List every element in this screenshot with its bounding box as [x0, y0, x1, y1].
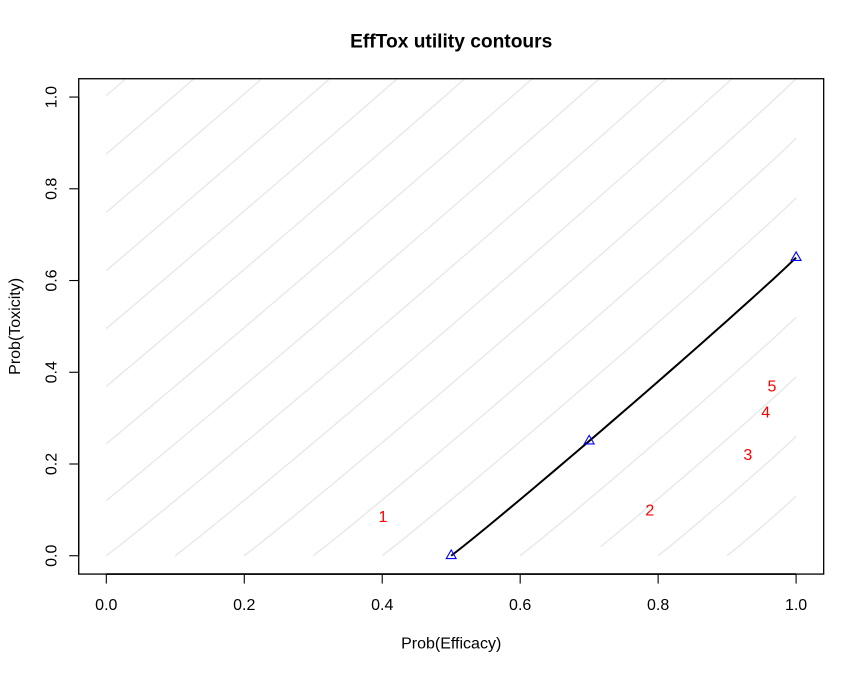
- svg-text:4: 4: [761, 405, 770, 422]
- svg-text:0.8: 0.8: [647, 597, 669, 614]
- svg-text:1: 1: [378, 509, 387, 526]
- svg-text:Prob(Efficacy): Prob(Efficacy): [401, 636, 501, 653]
- svg-text:Prob(Toxicity): Prob(Toxicity): [7, 278, 24, 375]
- svg-text:0.8: 0.8: [43, 178, 60, 200]
- svg-text:0.6: 0.6: [43, 269, 60, 291]
- svg-text:2: 2: [645, 503, 654, 520]
- svg-text:0.4: 0.4: [43, 361, 60, 383]
- svg-text:1.0: 1.0: [43, 86, 60, 108]
- svg-text:0.4: 0.4: [371, 597, 393, 614]
- svg-text:5: 5: [767, 378, 776, 395]
- svg-text:0.2: 0.2: [43, 453, 60, 475]
- svg-text:1.0: 1.0: [785, 597, 807, 614]
- svg-text:0.0: 0.0: [95, 597, 117, 614]
- svg-text:0.0: 0.0: [43, 545, 60, 567]
- svg-text:0.2: 0.2: [233, 597, 255, 614]
- svg-text:0.6: 0.6: [509, 597, 531, 614]
- svg-text:3: 3: [743, 447, 752, 464]
- svg-text:EffTox utility contours: EffTox utility contours: [350, 31, 552, 52]
